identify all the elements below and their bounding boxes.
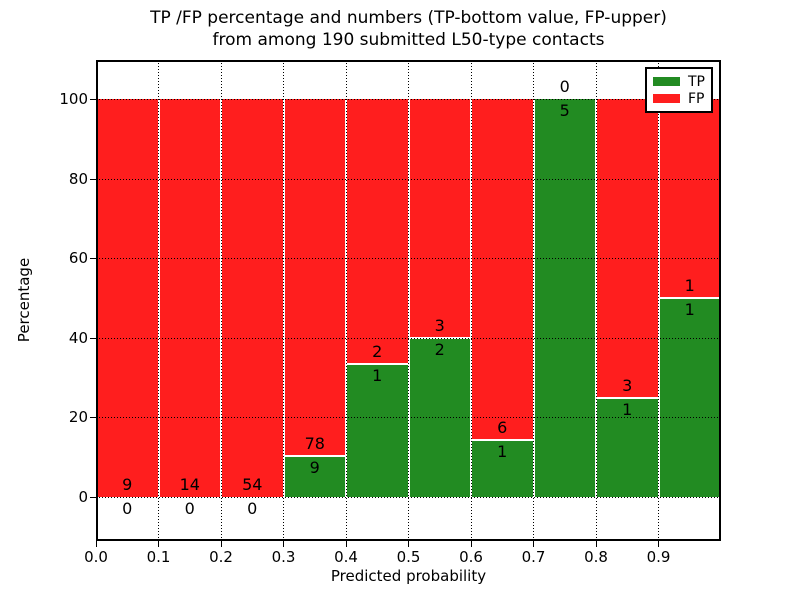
tp-count-label: 2 — [434, 339, 445, 359]
tp-count-label: 0 — [247, 499, 258, 518]
x-axis-label: Predicted probability — [330, 567, 487, 585]
tp-count-label: 1 — [622, 399, 633, 419]
fp-count-label: 14 — [179, 475, 200, 494]
y-tick-label: 40 — [68, 328, 88, 347]
bar-segment-fp — [409, 99, 470, 337]
y-tick-label: 60 — [68, 249, 88, 268]
bar-segment-fp — [659, 99, 720, 297]
x-tick-mark — [408, 541, 409, 547]
y-tick-label: 20 — [68, 408, 88, 427]
x-tick-mark — [220, 541, 222, 547]
chart-title-line2: from among 190 submitted L50-type contac… — [212, 30, 605, 50]
fp-swatch-icon — [653, 94, 680, 103]
bar-segment-tp — [284, 456, 345, 497]
bar-segment-fp — [347, 99, 408, 364]
y-axis-label: Percentage — [15, 257, 33, 343]
v-gridline — [533, 60, 534, 541]
fp-count-label: 0 — [559, 77, 570, 96]
x-tick-label: 0.1 — [146, 548, 171, 566]
bar-segment-fp — [284, 99, 345, 455]
x-tick-mark — [345, 541, 347, 547]
v-gridline — [658, 60, 659, 541]
v-gridline — [595, 60, 597, 541]
bar-segment-fp — [472, 99, 533, 440]
plot-area: TP FP 9 0 14 0 54 0 78 9 2 1 3 2 6 1 0 5 3 1 1 1 — [96, 60, 721, 541]
x-tick-mark — [95, 541, 97, 547]
x-tick-label: 0.9 — [646, 548, 671, 566]
bar-segment-fp — [222, 99, 283, 497]
y-tick-mark — [90, 99, 96, 100]
x-tick-label: 0.7 — [521, 548, 546, 566]
x-tick-label: 0.3 — [271, 548, 296, 566]
v-gridline — [345, 60, 347, 541]
fp-count-label: 9 — [122, 475, 133, 494]
v-gridline — [283, 60, 284, 541]
chart-title-line1: TP /FP percentage and numbers (TP-bottom… — [150, 8, 667, 28]
legend-label-fp: FP — [688, 90, 705, 107]
tp-count-label: 1 — [497, 442, 508, 462]
y-tick-label: 80 — [68, 169, 88, 188]
fp-count-label: 1 — [684, 276, 695, 295]
fp-count-label: 2 — [372, 342, 383, 362]
x-tick-mark — [595, 541, 597, 547]
fp-count-label: 78 — [304, 433, 325, 453]
tp-count-label: 1 — [372, 366, 383, 386]
y-tick-label: 0 — [78, 488, 88, 506]
y-tick-mark — [90, 258, 96, 260]
tp-swatch-icon — [653, 77, 680, 86]
legend: TP FP — [645, 67, 713, 113]
legend-item-tp: TP — [653, 75, 705, 89]
fp-count-label: 54 — [242, 475, 263, 494]
x-tick-mark — [658, 541, 659, 547]
tp-count-label: 5 — [559, 101, 570, 120]
y-tick-label: 100 — [59, 90, 88, 108]
x-tick-label: 0.4 — [334, 548, 358, 566]
fp-count-label: 3 — [434, 315, 445, 335]
v-gridline — [158, 60, 159, 541]
x-tick-mark — [158, 541, 159, 547]
x-tick-label: 0.2 — [209, 548, 233, 566]
fp-count-label: 6 — [497, 418, 508, 438]
tp-count-label: 1 — [684, 300, 695, 319]
bar-segment-tp — [597, 398, 658, 497]
x-tick-mark — [283, 541, 284, 547]
fp-count-label: 3 — [622, 375, 633, 395]
bar-segment-fp — [159, 99, 220, 497]
y-tick-mark — [90, 417, 96, 419]
y-tick-mark — [90, 337, 96, 339]
bar-segment-tp — [347, 365, 408, 497]
legend-label-tp: TP — [688, 73, 705, 90]
x-tick-label: 0.8 — [584, 548, 608, 566]
tp-count-label: 0 — [122, 499, 133, 518]
bar-segment-fp — [97, 99, 158, 497]
bar-segment-tp — [472, 441, 533, 497]
legend-item-fp: FP — [653, 92, 705, 106]
x-tick-mark — [533, 541, 534, 547]
tp-count-label: 9 — [309, 457, 320, 477]
v-gridline — [470, 60, 472, 541]
v-gridline — [220, 60, 222, 541]
chart-title: TP /FP percentage and numbers (TP-bottom… — [96, 7, 721, 51]
bar-segment-tp — [659, 299, 720, 497]
x-tick-mark — [470, 541, 472, 547]
x-tick-label: 0.0 — [84, 548, 108, 566]
x-tick-label: 0.6 — [459, 548, 483, 566]
x-tick-label: 0.5 — [396, 548, 421, 566]
y-tick-mark — [90, 178, 96, 180]
bar-segment-tp — [534, 99, 595, 497]
y-tick-mark — [90, 497, 96, 498]
tp-count-label: 0 — [184, 499, 195, 518]
v-gridline — [408, 60, 409, 541]
bar-segment-fp — [597, 99, 658, 397]
